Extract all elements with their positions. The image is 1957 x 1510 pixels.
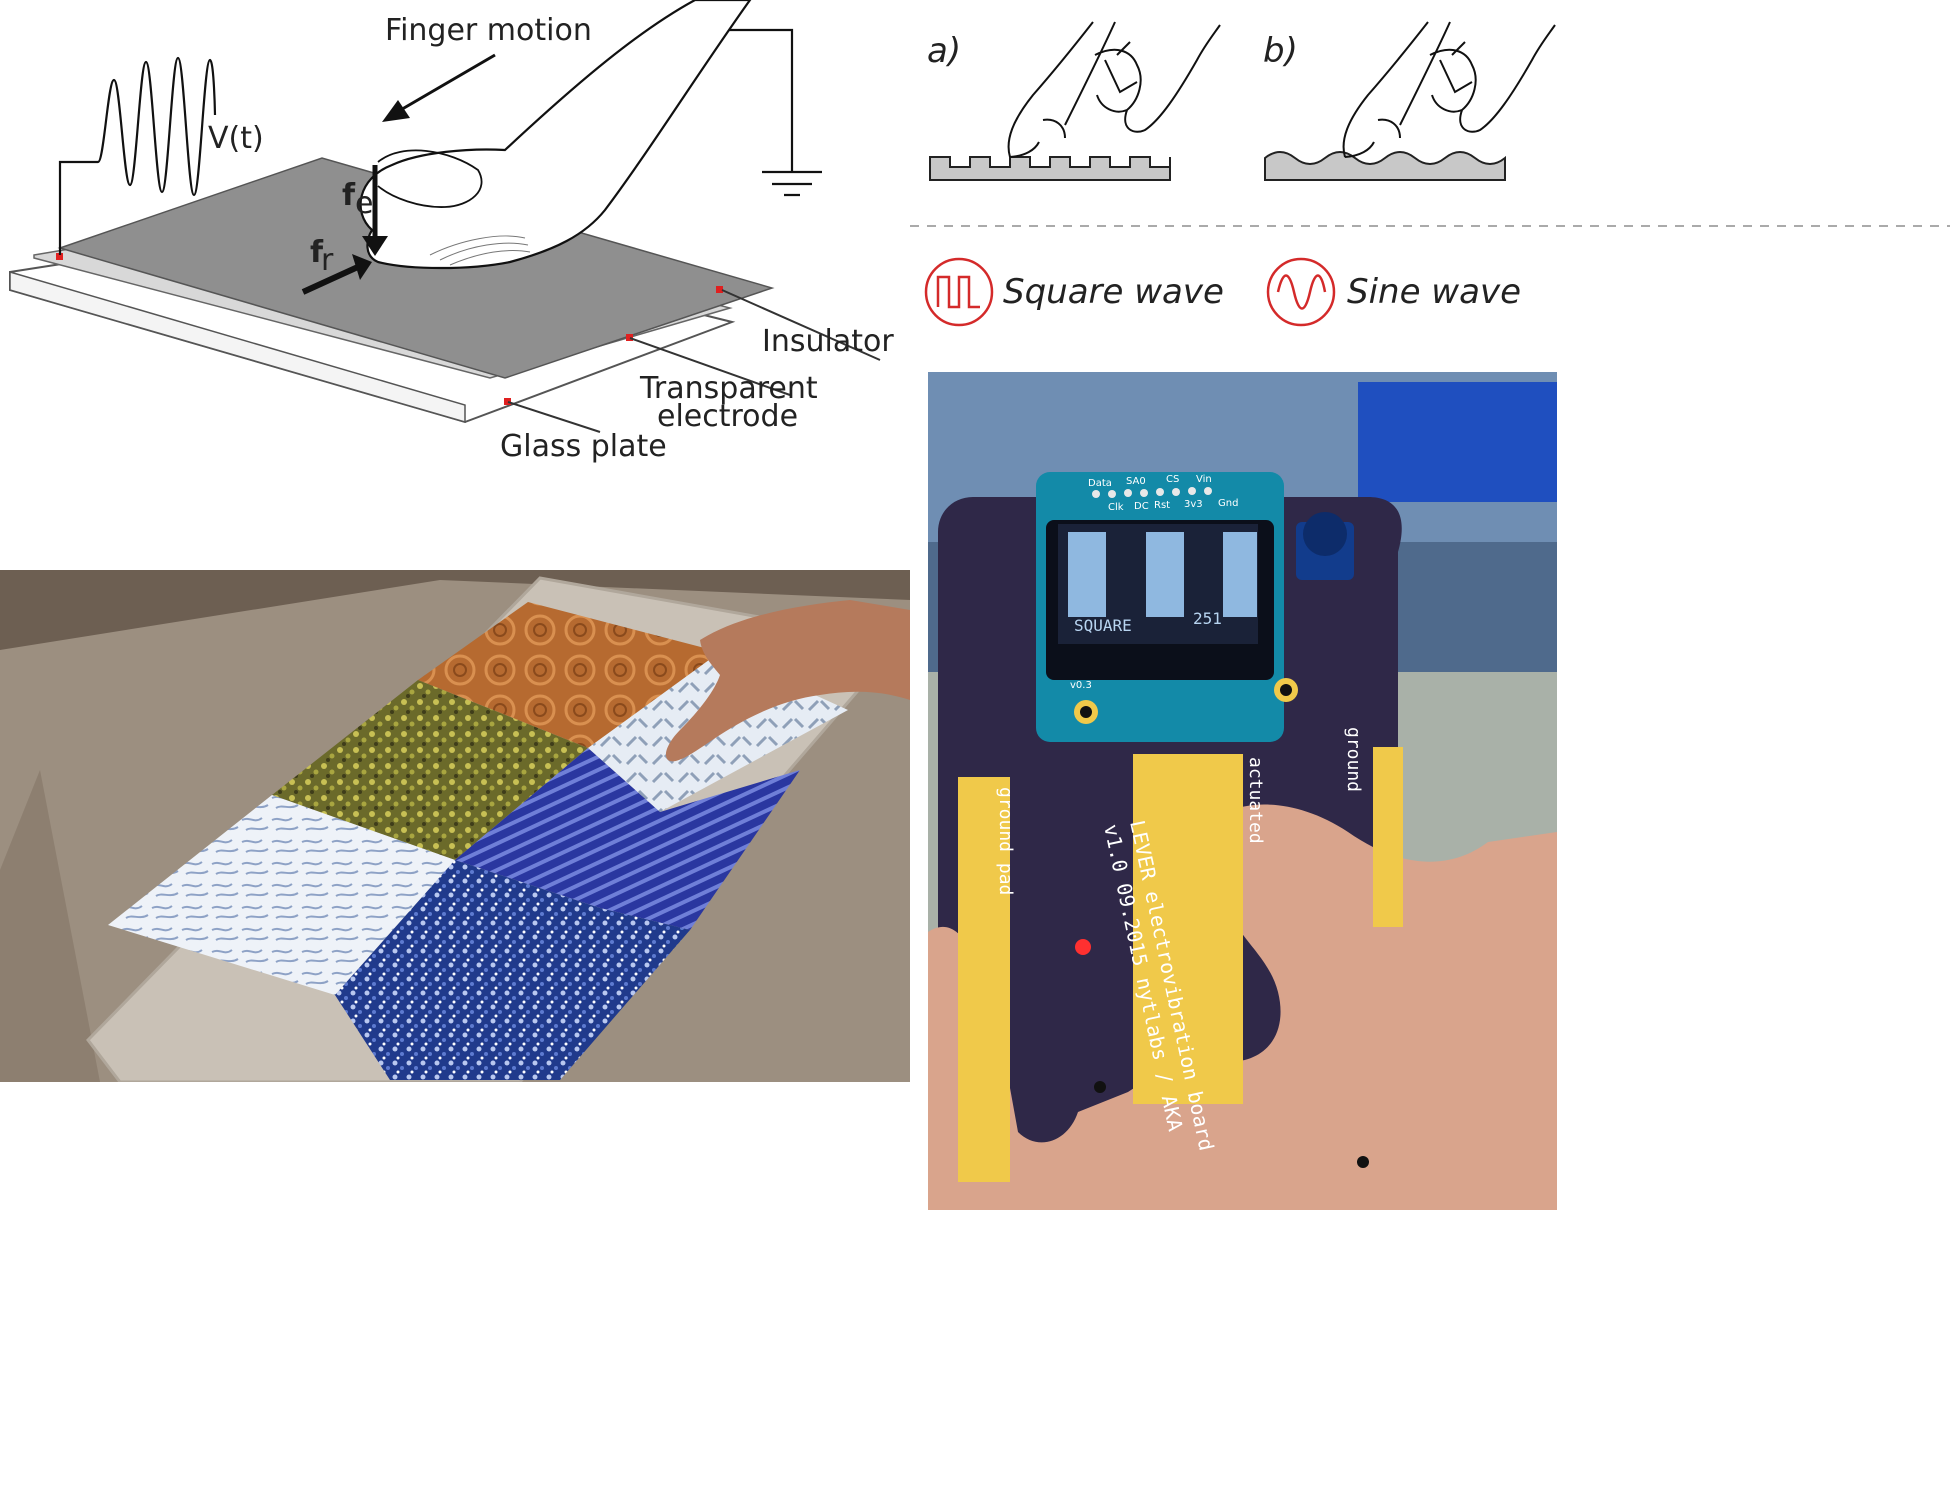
hand-illustration [665,600,910,762]
tile-blue-stripes [455,748,800,930]
ground-pad-right [1373,747,1403,927]
insulator-label: Insulator [762,324,894,359]
square-profile-surface [929,156,1171,181]
pin-label-vin: Vin [1196,474,1212,485]
force-r-arrow [352,254,372,280]
tile-moss [272,680,588,860]
actuated-silk: actuated [1245,757,1266,844]
voltage-label: V(t) [208,121,264,156]
finger-illustration [359,0,752,270]
ground-symbol [715,28,822,197]
glass-plate-label: Glass plate [500,429,667,464]
oled-bar-2 [1146,532,1184,617]
sine-profile-surface [1264,151,1506,181]
force-e-arrow [362,236,388,256]
actuated-pad [1133,754,1243,1104]
ground-right-silk: ground [1343,727,1364,792]
oled-mode-text: SQUARE [1074,616,1132,635]
electrode-label-line2: electrode [657,399,798,434]
panel-b-label: b) [1263,31,1298,71]
tile-blue-speckle [335,860,690,1080]
version-tag: v0.3 [1070,680,1092,691]
force-r-subscript: r [321,243,334,278]
finger-motion-arrow [391,53,496,117]
voltage-waveform [58,56,217,255]
tile-crumpled-paper [108,795,455,995]
ground-pad-left [958,777,1010,1182]
pin-label-data: Data [1088,478,1112,489]
electrode-label-line1: Transparent [639,371,818,406]
electrovibration-schematic: Finger motion V(t) f e f r Insulator Tra… [9,0,894,464]
pin-label-dc: DC [1134,501,1149,512]
pin-label-clk: Clk [1108,502,1124,513]
pin-label-3v3: 3v3 [1184,499,1203,510]
pin-label-rst: Rst [1154,500,1170,511]
oled-bar-3 [1223,532,1257,617]
force-r-label: f [310,235,324,270]
pin-label-gnd: Gnd [1218,498,1238,509]
ground-pad-silk: ground pad [995,787,1016,895]
lever-board-photo: SQUARE 251 Data SA0 CS Vin Clk DC Rst 3v… [928,372,1557,1210]
tile-wood [418,602,720,748]
square-wave-label: Square wave [1003,272,1224,312]
oled-value-text: 251 [1193,609,1222,628]
finger-b-illustration [1342,21,1556,158]
tabletop-texture-photo [0,570,910,1082]
finger-motion-label: Finger motion [385,13,592,48]
status-led [1075,939,1091,955]
force-e-label: f [342,178,356,213]
header-pins [1092,487,1212,498]
pin-label-cs: CS [1166,474,1179,485]
finger-a-illustration [1007,21,1221,158]
oled-bar-1 [1068,532,1106,617]
texture-profiles: a) b) Square wave Sine wave [910,21,1950,327]
panel-a-label: a) [927,31,961,71]
square-wave-icon [924,257,994,327]
sine-wave-label: Sine wave [1347,272,1521,312]
pin-label-sa0: SA0 [1126,476,1146,487]
force-e-subscript: e [355,186,373,221]
sine-wave-icon [1266,257,1336,327]
